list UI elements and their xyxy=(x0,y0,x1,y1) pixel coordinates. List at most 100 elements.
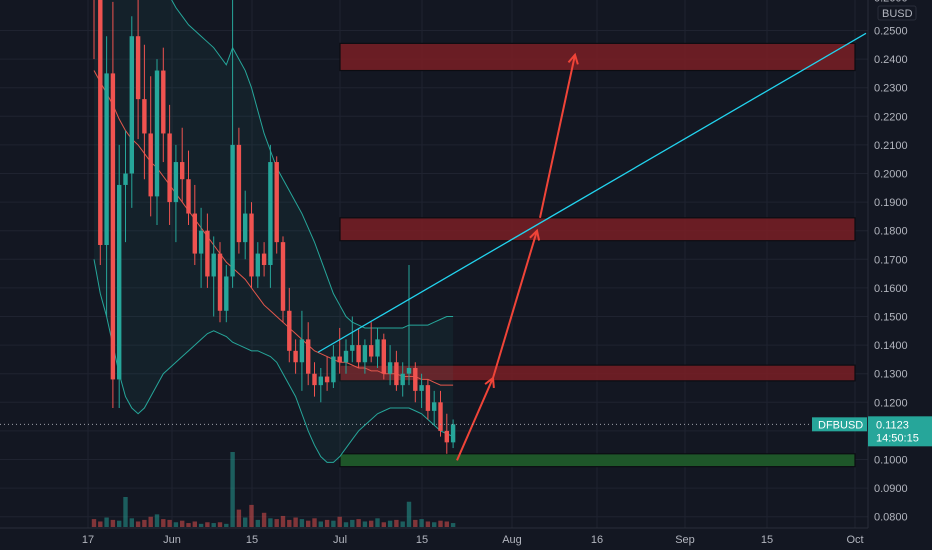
price-tick-label: 0.2300 xyxy=(874,83,908,95)
price-tick-label: 0.1200 xyxy=(874,397,908,409)
volume-bar xyxy=(425,521,431,527)
candle xyxy=(444,413,449,454)
candle-body xyxy=(243,213,248,243)
candle-body xyxy=(312,373,317,386)
candle xyxy=(356,327,361,368)
projection-arrow-head xyxy=(529,228,541,241)
volume-bar xyxy=(394,519,399,527)
candle-body xyxy=(350,345,355,351)
price-tick-label: 0.1900 xyxy=(874,197,908,209)
candle-body xyxy=(400,373,405,386)
symbol-badge xyxy=(812,417,867,432)
volume-bar xyxy=(381,522,386,527)
volume-bar xyxy=(387,520,393,527)
projection-arrow-shaft[interactable] xyxy=(539,54,576,219)
candle xyxy=(369,322,374,363)
volume-bar xyxy=(186,523,191,527)
candle xyxy=(104,36,109,317)
price-tick-label: 0.0900 xyxy=(874,483,908,495)
time-tick-label: Oct xyxy=(846,534,863,546)
candle xyxy=(236,127,242,254)
support-zone-3 xyxy=(339,453,856,468)
candle-body xyxy=(337,356,342,363)
candle xyxy=(142,44,147,180)
volume-bar xyxy=(123,497,128,527)
price-axis[interactable]: 0.2600 BUSD 0.2500 0.2400 0.2300 0.2200 0.2100… xyxy=(812,0,932,550)
candle-body xyxy=(217,253,223,311)
currency-badge xyxy=(877,5,917,21)
volume-bar xyxy=(243,517,248,527)
candle-body xyxy=(306,339,311,374)
trendline[interactable] xyxy=(317,32,867,353)
volume-bar xyxy=(324,519,330,527)
volume-bar xyxy=(444,521,449,527)
volume-bar xyxy=(91,519,97,527)
candle xyxy=(243,190,248,260)
candle xyxy=(324,356,330,391)
candle-body xyxy=(394,362,399,386)
candle-body xyxy=(255,253,260,277)
candle-body xyxy=(274,162,279,243)
candle xyxy=(93,0,95,60)
candle xyxy=(280,236,286,323)
candle xyxy=(375,327,380,368)
candle xyxy=(230,0,235,288)
candle xyxy=(293,339,298,374)
volume-bar xyxy=(432,522,437,527)
volume-bar xyxy=(261,512,267,527)
volume-bar xyxy=(205,522,210,527)
projection-arrow-shaft[interactable] xyxy=(456,377,494,461)
bb-basis-line xyxy=(93,70,454,386)
candle-body xyxy=(356,345,361,363)
drawings xyxy=(0,32,868,461)
candle xyxy=(362,339,368,374)
candle xyxy=(249,202,254,288)
currency-label: BUSD xyxy=(882,8,913,20)
candle xyxy=(173,144,179,243)
candle-body xyxy=(110,73,116,380)
projection-arrow-shaft[interactable] xyxy=(492,230,538,379)
candle-body xyxy=(381,339,386,374)
candle xyxy=(129,16,134,208)
time-axis[interactable]: 17 Jun 15 Jul 15 Aug 16 Sep 15 Oct xyxy=(0,527,868,550)
candle-body xyxy=(148,133,153,197)
last-price-badge xyxy=(868,416,932,447)
candle-body xyxy=(268,162,273,266)
volume-bar xyxy=(337,516,342,527)
price-axis-bg xyxy=(868,0,932,550)
volume-bar xyxy=(369,520,374,527)
candle xyxy=(425,379,431,420)
price-tick-label: 0.0800 xyxy=(874,512,908,524)
candle xyxy=(261,242,267,277)
candle-body xyxy=(261,253,267,266)
candle-body xyxy=(369,345,374,357)
candle-body xyxy=(249,213,254,277)
price-tick-label: 0.1000 xyxy=(874,455,908,467)
candle-body xyxy=(413,367,418,391)
candle xyxy=(211,236,216,317)
candle-body xyxy=(280,242,286,311)
volume-bars xyxy=(91,452,456,527)
candle xyxy=(268,144,273,288)
candle-body xyxy=(324,376,330,383)
candle-body xyxy=(198,230,204,254)
candle xyxy=(148,76,153,217)
candle xyxy=(274,156,279,254)
time-tick-label: Jun xyxy=(163,534,181,546)
candle xyxy=(337,327,342,374)
candle-body xyxy=(450,424,456,443)
candle-body xyxy=(230,144,235,277)
candle xyxy=(387,345,393,386)
price-tick-label: 0.2200 xyxy=(874,111,908,123)
volume-bar xyxy=(280,515,286,527)
volume-bar xyxy=(450,523,456,527)
volume-bar xyxy=(148,516,153,527)
candle xyxy=(161,47,166,163)
symbol-badge-label: DFBUSD xyxy=(818,419,863,431)
time-tick-label: 15 xyxy=(246,534,258,546)
volume-bar xyxy=(180,520,185,527)
candle-body xyxy=(387,362,393,374)
candle xyxy=(406,265,412,386)
volume-bar xyxy=(154,514,160,527)
